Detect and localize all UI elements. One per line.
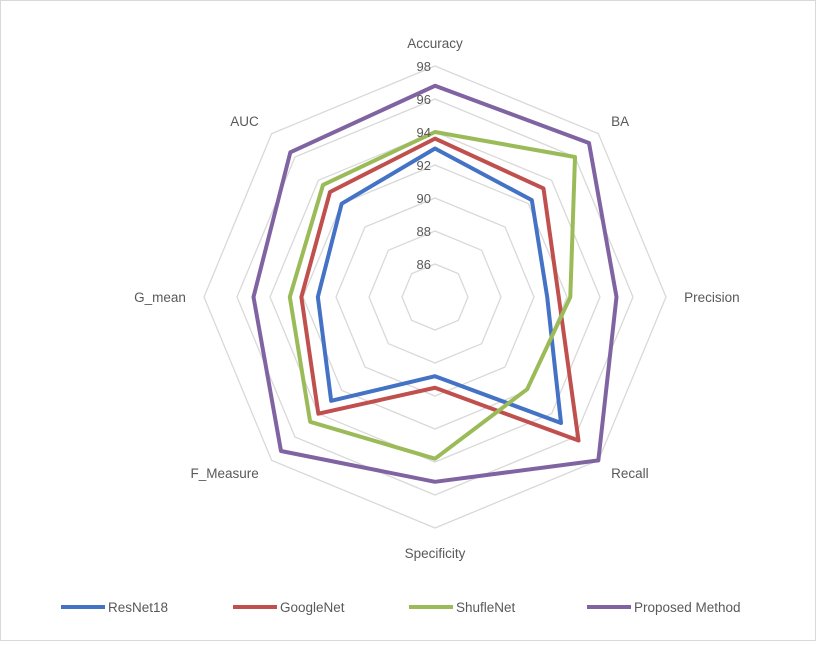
legend-label-resnet18: ResNet18 bbox=[108, 600, 168, 615]
radar-series bbox=[251, 83, 619, 484]
tick-label-92: 92 bbox=[417, 158, 431, 173]
radar-grid bbox=[203, 65, 667, 529]
axis-label-precision: Precision bbox=[684, 290, 740, 305]
series-line-googlenet bbox=[299, 136, 581, 443]
legend-label-googlenet: GoogleNet bbox=[280, 600, 345, 615]
legend-label-proposed-method: Proposed Method bbox=[634, 600, 741, 615]
axis-label-ba: BA bbox=[611, 114, 629, 129]
axis-label-f-measure: F_Measure bbox=[191, 466, 259, 481]
tick-label-96: 96 bbox=[417, 92, 431, 107]
axis-label-g-mean: G_mean bbox=[134, 290, 186, 305]
series-line-shuflenet bbox=[287, 130, 578, 461]
legend-item-proposed-method: Proposed Method bbox=[587, 600, 741, 615]
tick-label-86: 86 bbox=[417, 257, 431, 272]
grid-ring-92 bbox=[302, 164, 568, 430]
tick-label-90: 90 bbox=[417, 191, 431, 206]
grid-ring-94 bbox=[269, 131, 601, 463]
series-line-resnet18 bbox=[315, 146, 564, 426]
legend-item-resnet18: ResNet18 bbox=[61, 600, 168, 615]
grid-ring-88 bbox=[368, 230, 502, 364]
tick-label-94: 94 bbox=[417, 125, 431, 140]
radar-axis-labels: Accuracy BA Precision Recall Specificity F_Me… bbox=[134, 36, 740, 561]
grid-ring-98 bbox=[203, 65, 667, 529]
axis-label-accuracy: Accuracy bbox=[407, 36, 463, 51]
axis-label-specificity: Specificity bbox=[405, 546, 466, 561]
series-line-proposed-method bbox=[251, 83, 619, 484]
legend-item-shuflenet: ShufleNet bbox=[409, 600, 516, 615]
grid-ring-86 bbox=[401, 263, 469, 331]
legend-item-googlenet: GoogleNet bbox=[233, 600, 345, 615]
legend-label-shuflenet: ShufleNet bbox=[456, 600, 516, 615]
axis-label-auc: AUC bbox=[230, 114, 259, 129]
grid-ring-90 bbox=[335, 197, 535, 397]
axis-label-recall: Recall bbox=[611, 466, 649, 481]
chart-legend: ResNet18 GoogleNet ShufleNet Proposed Metho… bbox=[61, 600, 741, 615]
tick-label-88: 88 bbox=[417, 224, 431, 239]
radar-ticks: 86 88 90 92 94 96 98 bbox=[417, 59, 431, 272]
tick-label-98: 98 bbox=[417, 59, 431, 74]
